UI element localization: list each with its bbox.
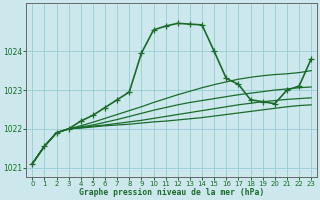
X-axis label: Graphe pression niveau de la mer (hPa): Graphe pression niveau de la mer (hPa): [79, 188, 264, 197]
